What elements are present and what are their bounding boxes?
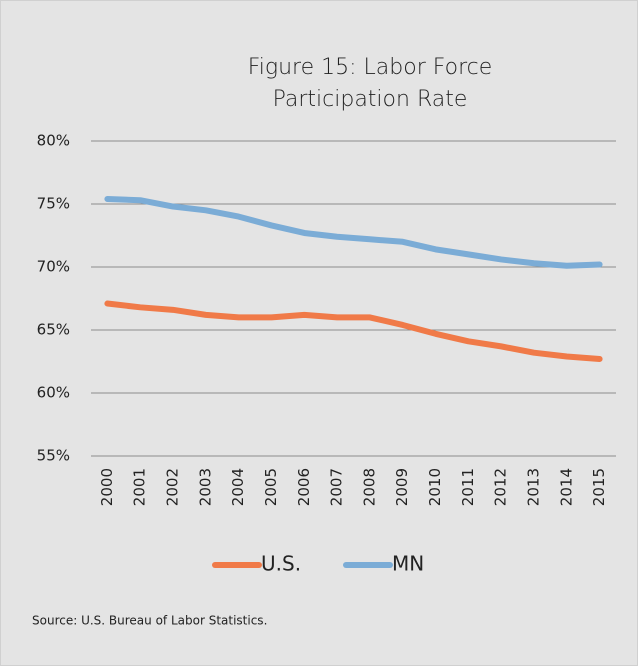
x-tick-label: 2001 — [131, 468, 149, 506]
legend-label: U.S. — [261, 552, 301, 576]
legend-label: MN — [392, 552, 424, 576]
x-tick-label: 2003 — [196, 468, 214, 506]
x-tick-label: 2000 — [98, 468, 116, 506]
x-tick-label: 2002 — [164, 468, 182, 506]
x-tick-label: 2007 — [328, 468, 346, 506]
x-tick-label: 2013 — [524, 468, 542, 506]
x-tick-label: 2009 — [393, 468, 411, 506]
x-tick-label: 2015 — [590, 468, 608, 506]
x-tick-label: 2006 — [295, 468, 313, 506]
y-tick-label: 70% — [37, 258, 70, 276]
x-tick-label: 2014 — [557, 468, 575, 506]
x-tick-label: 2008 — [360, 468, 378, 506]
x-tick-label: 2005 — [262, 468, 280, 506]
y-tick-label: 80% — [37, 132, 70, 150]
y-tick-label: 60% — [37, 384, 70, 402]
series-line — [104, 195, 603, 269]
series-line — [104, 300, 603, 362]
x-tick-label: 2010 — [426, 468, 444, 506]
x-tick-label: 2012 — [492, 468, 510, 506]
source-note: Source: U.S. Bureau of Labor Statistics. — [32, 614, 267, 628]
y-tick-label: 55% — [37, 447, 70, 465]
x-tick-label: 2011 — [459, 468, 477, 506]
chart-title: Figure 15: Labor Force — [248, 55, 493, 80]
y-tick-label: 75% — [37, 195, 70, 213]
y-tick-label: 65% — [37, 321, 70, 339]
x-tick-label: 2004 — [229, 468, 247, 506]
chart-subtitle: Participation Rate — [273, 87, 468, 112]
